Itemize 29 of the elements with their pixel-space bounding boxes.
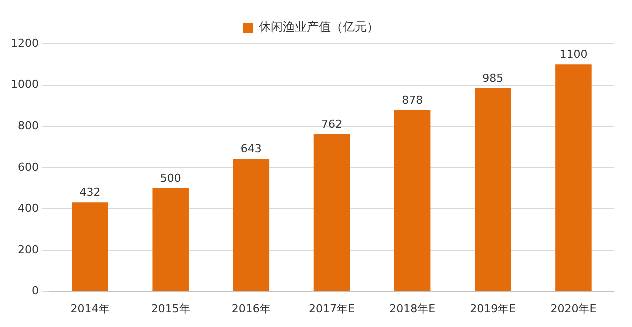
x-tick-label: 2015年 bbox=[151, 302, 190, 316]
bar bbox=[72, 202, 108, 292]
data-label: 985 bbox=[482, 72, 504, 85]
x-tick-label: 2014年 bbox=[70, 302, 110, 316]
x-tick-label: 2019年E bbox=[470, 302, 516, 316]
y-tick-label: 600 bbox=[18, 160, 39, 174]
y-tick-label: 400 bbox=[18, 202, 39, 216]
bar bbox=[475, 88, 512, 292]
legend-label: 休闲渔业产值（亿元） bbox=[259, 20, 379, 34]
x-tick-label: 2020年E bbox=[550, 302, 597, 316]
data-label: 500 bbox=[160, 172, 182, 185]
bar bbox=[152, 188, 189, 292]
y-tick-label: 1000 bbox=[10, 78, 39, 92]
x-tick-label: 2017年E bbox=[309, 302, 356, 316]
bar bbox=[314, 134, 350, 292]
data-label: 1100 bbox=[560, 48, 588, 62]
x-tick-label: 2016年 bbox=[232, 302, 271, 316]
bar bbox=[233, 159, 270, 292]
y-tick-label: 1200 bbox=[10, 36, 39, 50]
x-tick-label: 2018年E bbox=[390, 302, 436, 316]
data-label: 878 bbox=[402, 94, 424, 107]
data-label: 762 bbox=[321, 118, 342, 131]
bar bbox=[556, 64, 592, 292]
data-label: 643 bbox=[240, 142, 262, 156]
bar bbox=[394, 110, 431, 292]
y-tick-label: 800 bbox=[18, 119, 39, 132]
y-tick-label: 0 bbox=[32, 284, 39, 298]
data-label: 432 bbox=[80, 186, 101, 199]
y-tick-label: 200 bbox=[18, 243, 39, 256]
